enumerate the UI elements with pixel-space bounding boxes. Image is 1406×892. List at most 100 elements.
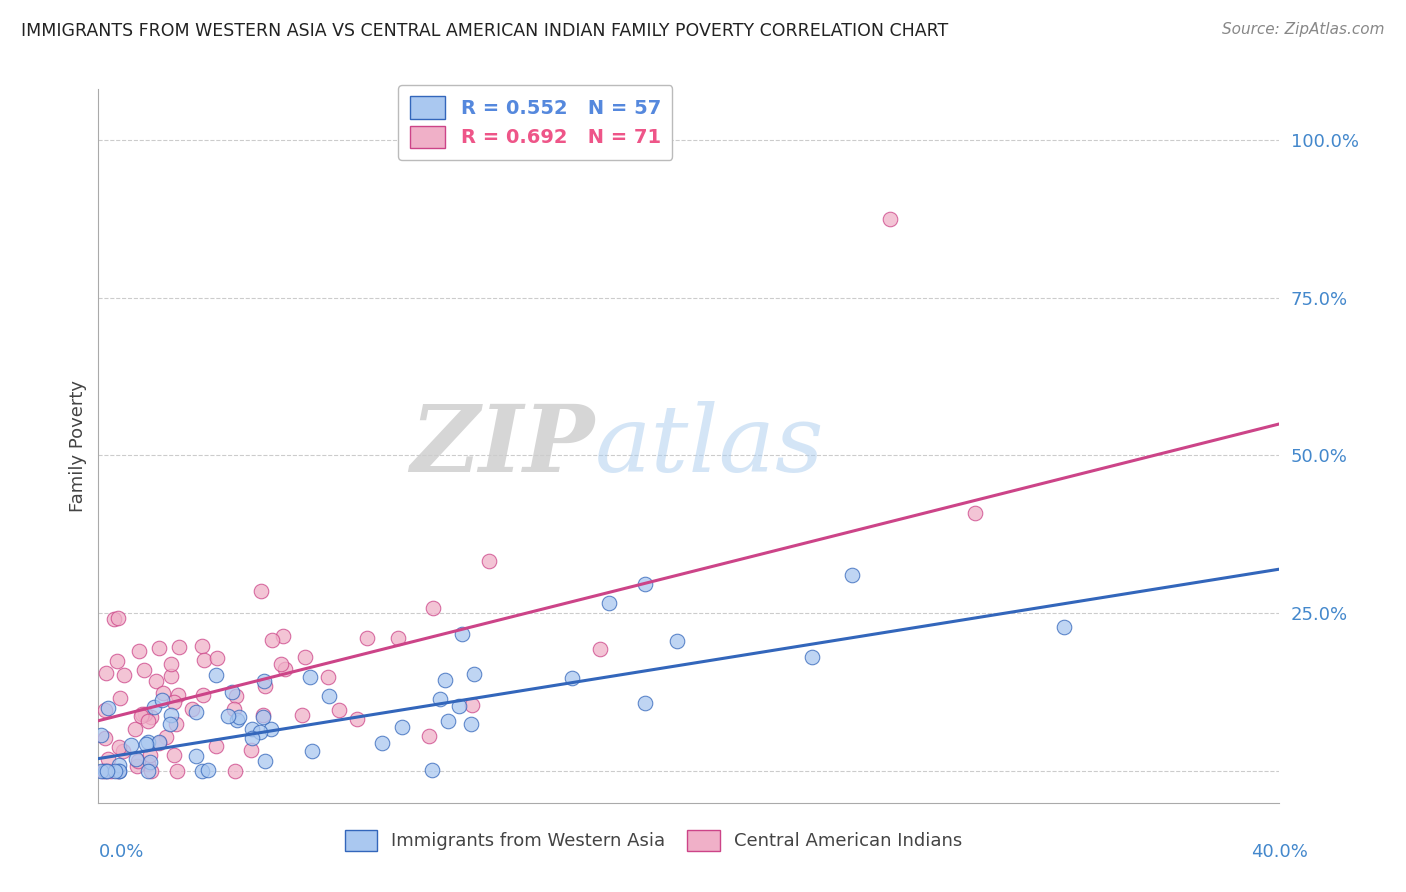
Point	[107, 764, 129, 779]
Point	[273, 662, 295, 676]
Point	[150, 693, 173, 707]
Point	[94, 764, 117, 779]
Point	[420, 764, 443, 778]
Point	[346, 712, 368, 726]
Point	[134, 664, 156, 678]
Point	[250, 583, 273, 598]
Point	[387, 632, 409, 646]
Text: 0.0%: 0.0%	[98, 843, 143, 861]
Point	[94, 731, 117, 745]
Point	[225, 689, 247, 703]
Text: IMMIGRANTS FROM WESTERN ASIA VS CENTRAL AMERICAN INDIAN FAMILY POVERTY CORRELATI: IMMIGRANTS FROM WESTERN ASIA VS CENTRAL …	[21, 22, 948, 40]
Point	[318, 670, 340, 684]
Point	[167, 688, 190, 702]
Point	[108, 739, 131, 754]
Point	[105, 654, 128, 668]
Point	[139, 764, 162, 779]
Point	[460, 698, 482, 712]
Point	[193, 688, 215, 702]
Point	[561, 671, 583, 685]
Point	[841, 568, 863, 582]
Point	[252, 708, 274, 723]
Point	[356, 632, 378, 646]
Point	[204, 668, 226, 682]
Point	[186, 749, 208, 764]
Point	[110, 690, 132, 705]
Point	[262, 632, 284, 647]
Point	[97, 701, 120, 715]
Point	[167, 640, 190, 654]
Point	[139, 710, 162, 724]
Point	[463, 666, 485, 681]
Point	[193, 653, 215, 667]
Point	[127, 759, 149, 773]
Point	[90, 764, 112, 779]
Point	[166, 764, 188, 779]
Point	[963, 506, 986, 520]
Point	[134, 737, 156, 751]
Point	[136, 764, 159, 779]
Point	[294, 650, 316, 665]
Text: Source: ZipAtlas.com: Source: ZipAtlas.com	[1222, 22, 1385, 37]
Point	[191, 764, 214, 779]
Point	[271, 629, 294, 643]
Point	[163, 695, 186, 709]
Point	[107, 764, 129, 779]
Point	[254, 755, 277, 769]
Point	[478, 554, 501, 568]
Point	[127, 754, 149, 768]
Point	[252, 710, 274, 724]
Text: 40.0%: 40.0%	[1251, 843, 1308, 861]
Point	[666, 633, 689, 648]
Point	[460, 717, 482, 731]
Text: ZIP: ZIP	[411, 401, 595, 491]
Point	[162, 748, 184, 763]
Point	[371, 736, 394, 750]
Point	[418, 729, 440, 743]
Point	[270, 657, 292, 671]
Point	[291, 707, 314, 722]
Point	[205, 650, 228, 665]
Point	[254, 679, 277, 693]
Point	[125, 752, 148, 766]
Point	[148, 736, 170, 750]
Point	[103, 612, 125, 626]
Point	[165, 716, 187, 731]
Point	[94, 703, 117, 717]
Point	[422, 601, 444, 615]
Point	[142, 700, 165, 714]
Point	[107, 611, 129, 625]
Point	[100, 764, 122, 779]
Point	[318, 689, 340, 703]
Point	[225, 714, 247, 728]
Point	[131, 706, 153, 721]
Y-axis label: Family Poverty: Family Poverty	[69, 380, 87, 512]
Point	[134, 707, 156, 722]
Point	[112, 668, 135, 682]
Point	[136, 714, 159, 728]
Point	[160, 707, 183, 722]
Point	[90, 728, 112, 742]
Point	[391, 720, 413, 734]
Point	[104, 764, 127, 779]
Point	[589, 642, 612, 657]
Point	[434, 673, 457, 687]
Point	[437, 714, 460, 728]
Point	[128, 644, 150, 658]
Point	[159, 716, 181, 731]
Point	[186, 705, 208, 719]
Point	[598, 596, 620, 610]
Point	[240, 743, 263, 757]
Point	[301, 744, 323, 758]
Point	[138, 748, 160, 763]
Point	[228, 710, 250, 724]
Point	[148, 735, 170, 749]
Point	[108, 764, 131, 779]
Point	[129, 709, 152, 723]
Point	[217, 708, 239, 723]
Point	[160, 657, 183, 672]
Point	[221, 685, 243, 699]
Point	[191, 639, 214, 653]
Point	[634, 577, 657, 591]
Point	[449, 699, 471, 714]
